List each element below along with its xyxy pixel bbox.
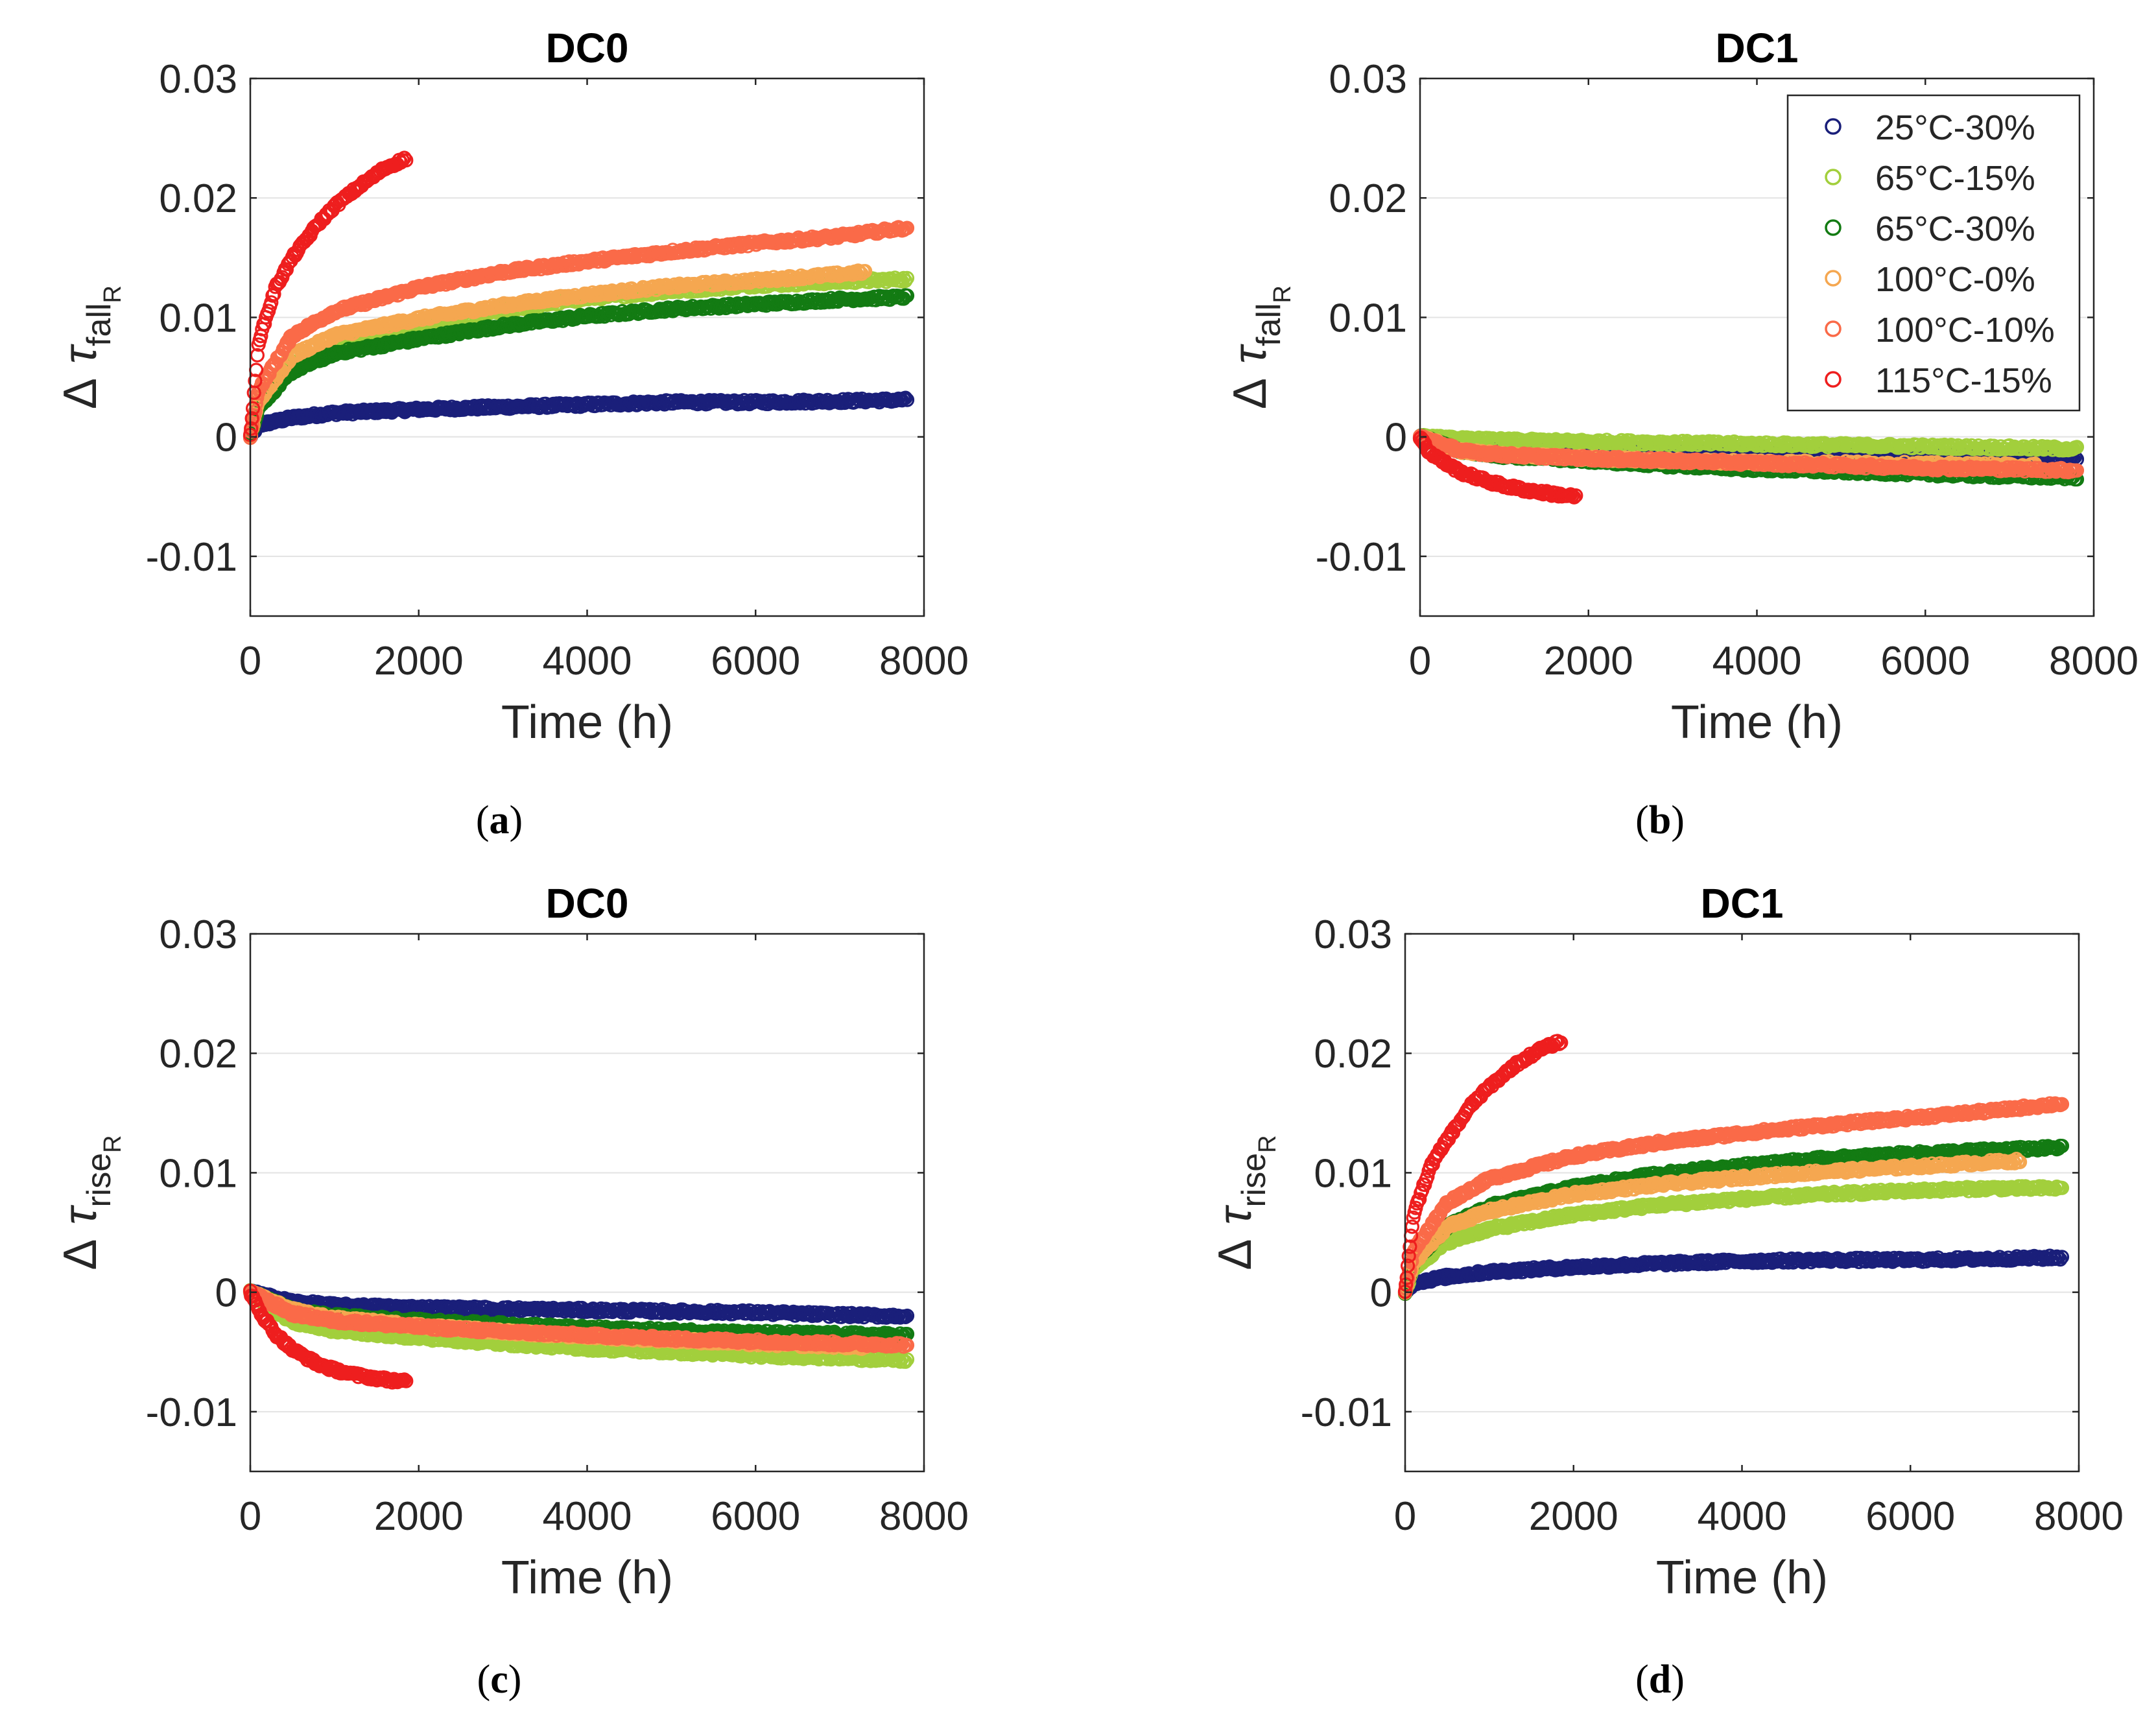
x-tick-label: 0	[1409, 639, 1431, 684]
y-label-delta: Δ	[54, 378, 106, 409]
x-axis-label: Time (h)	[1671, 696, 1843, 748]
y-label-sub: fall	[1250, 303, 1288, 346]
chart-title: DC1	[1715, 25, 1798, 71]
series-group	[243, 150, 915, 446]
legend-entry-label: 25°C-30%	[1875, 108, 2035, 147]
series-group	[1412, 427, 2085, 505]
y-tick-label: 0.02	[1329, 176, 1407, 221]
legend-entry-label: 115°C-15%	[1875, 361, 2052, 400]
y-label-sub: fall	[80, 303, 118, 346]
data-point	[246, 401, 261, 416]
panel-caption-letter: a	[490, 798, 510, 842]
data-point	[248, 374, 263, 388]
x-tick-label: 2000	[1544, 639, 1633, 684]
data-point	[898, 390, 913, 405]
series-4	[243, 220, 915, 446]
chart-panel-b: -0.01 0 0.01 0.02 0.03 0 2000 4000 6000 8000 DC1 Ti…	[1224, 25, 2138, 842]
y-tick-label: -0.01	[1316, 535, 1407, 580]
data-point	[399, 153, 414, 168]
legend-entry-label: 100°C-0%	[1875, 260, 2035, 299]
x-tick-label: 0	[239, 639, 261, 684]
legend-entry-label: 65°C-15%	[1875, 159, 2035, 198]
data-point	[894, 393, 910, 408]
y-tick-label: 0	[215, 416, 237, 460]
legend-entry-label: 65°C-30%	[1875, 209, 2035, 248]
y-label-subsub: R	[99, 285, 126, 303]
y-tick-label: 0.03	[1329, 57, 1407, 102]
data-point	[899, 220, 915, 235]
y-tick-label: 0.03	[159, 57, 237, 102]
y-tick-label: 0.02	[159, 176, 237, 221]
series-5	[243, 150, 414, 442]
y-tick-label: 0.01	[1329, 296, 1407, 340]
data-point	[397, 150, 412, 165]
data-point	[854, 267, 869, 281]
x-tick-label: 4000	[1712, 639, 1802, 684]
chart-panel-a: -0.01 0 0.01 0.02 0.03 0 2000 4000 6000 8000 DC0 Ti…	[54, 25, 969, 842]
x-axis-label: Time (h)	[501, 696, 673, 748]
y-tick-label: -0.01	[146, 535, 237, 580]
y-axis-label: ΔτfallR	[54, 285, 126, 409]
data-point	[899, 288, 915, 303]
x-tick-label: 8000	[2049, 639, 2138, 684]
y-tick-label: 0	[1385, 416, 1407, 460]
y-label-tau: τ	[54, 344, 106, 364]
data-point	[279, 262, 294, 277]
data-point	[264, 295, 279, 310]
panel-caption: (b)	[1635, 798, 1685, 842]
x-tick-label: 6000	[1880, 639, 1970, 684]
legend-entry-label: 100°C-10%	[1875, 311, 2055, 350]
y-axis-label: ΔτfallR	[1224, 285, 1296, 409]
data-point	[257, 316, 272, 331]
x-tick-label: 2000	[374, 639, 464, 684]
plot-area	[250, 934, 924, 1471]
data-point	[244, 411, 259, 426]
y-tick-label: 0.01	[159, 296, 237, 340]
data-point	[899, 392, 915, 407]
y-label-delta: Δ	[1224, 378, 1276, 409]
data-point	[857, 264, 873, 279]
data-point	[250, 348, 265, 363]
x-tick-label: 6000	[711, 639, 800, 684]
legend: 25°C-30% 65°C-15% 65°C-30% 100°C-0% 100°C-10…	[1786, 94, 2081, 412]
x-tick-label: 8000	[879, 639, 969, 684]
panel-caption: (a)	[476, 798, 523, 842]
x-tick-label: 4000	[543, 639, 632, 684]
panel-caption-letter: b	[1649, 798, 1671, 842]
chart-title: DC0	[545, 25, 628, 71]
data-point	[899, 270, 915, 285]
y-label-subsub: R	[1269, 285, 1296, 303]
